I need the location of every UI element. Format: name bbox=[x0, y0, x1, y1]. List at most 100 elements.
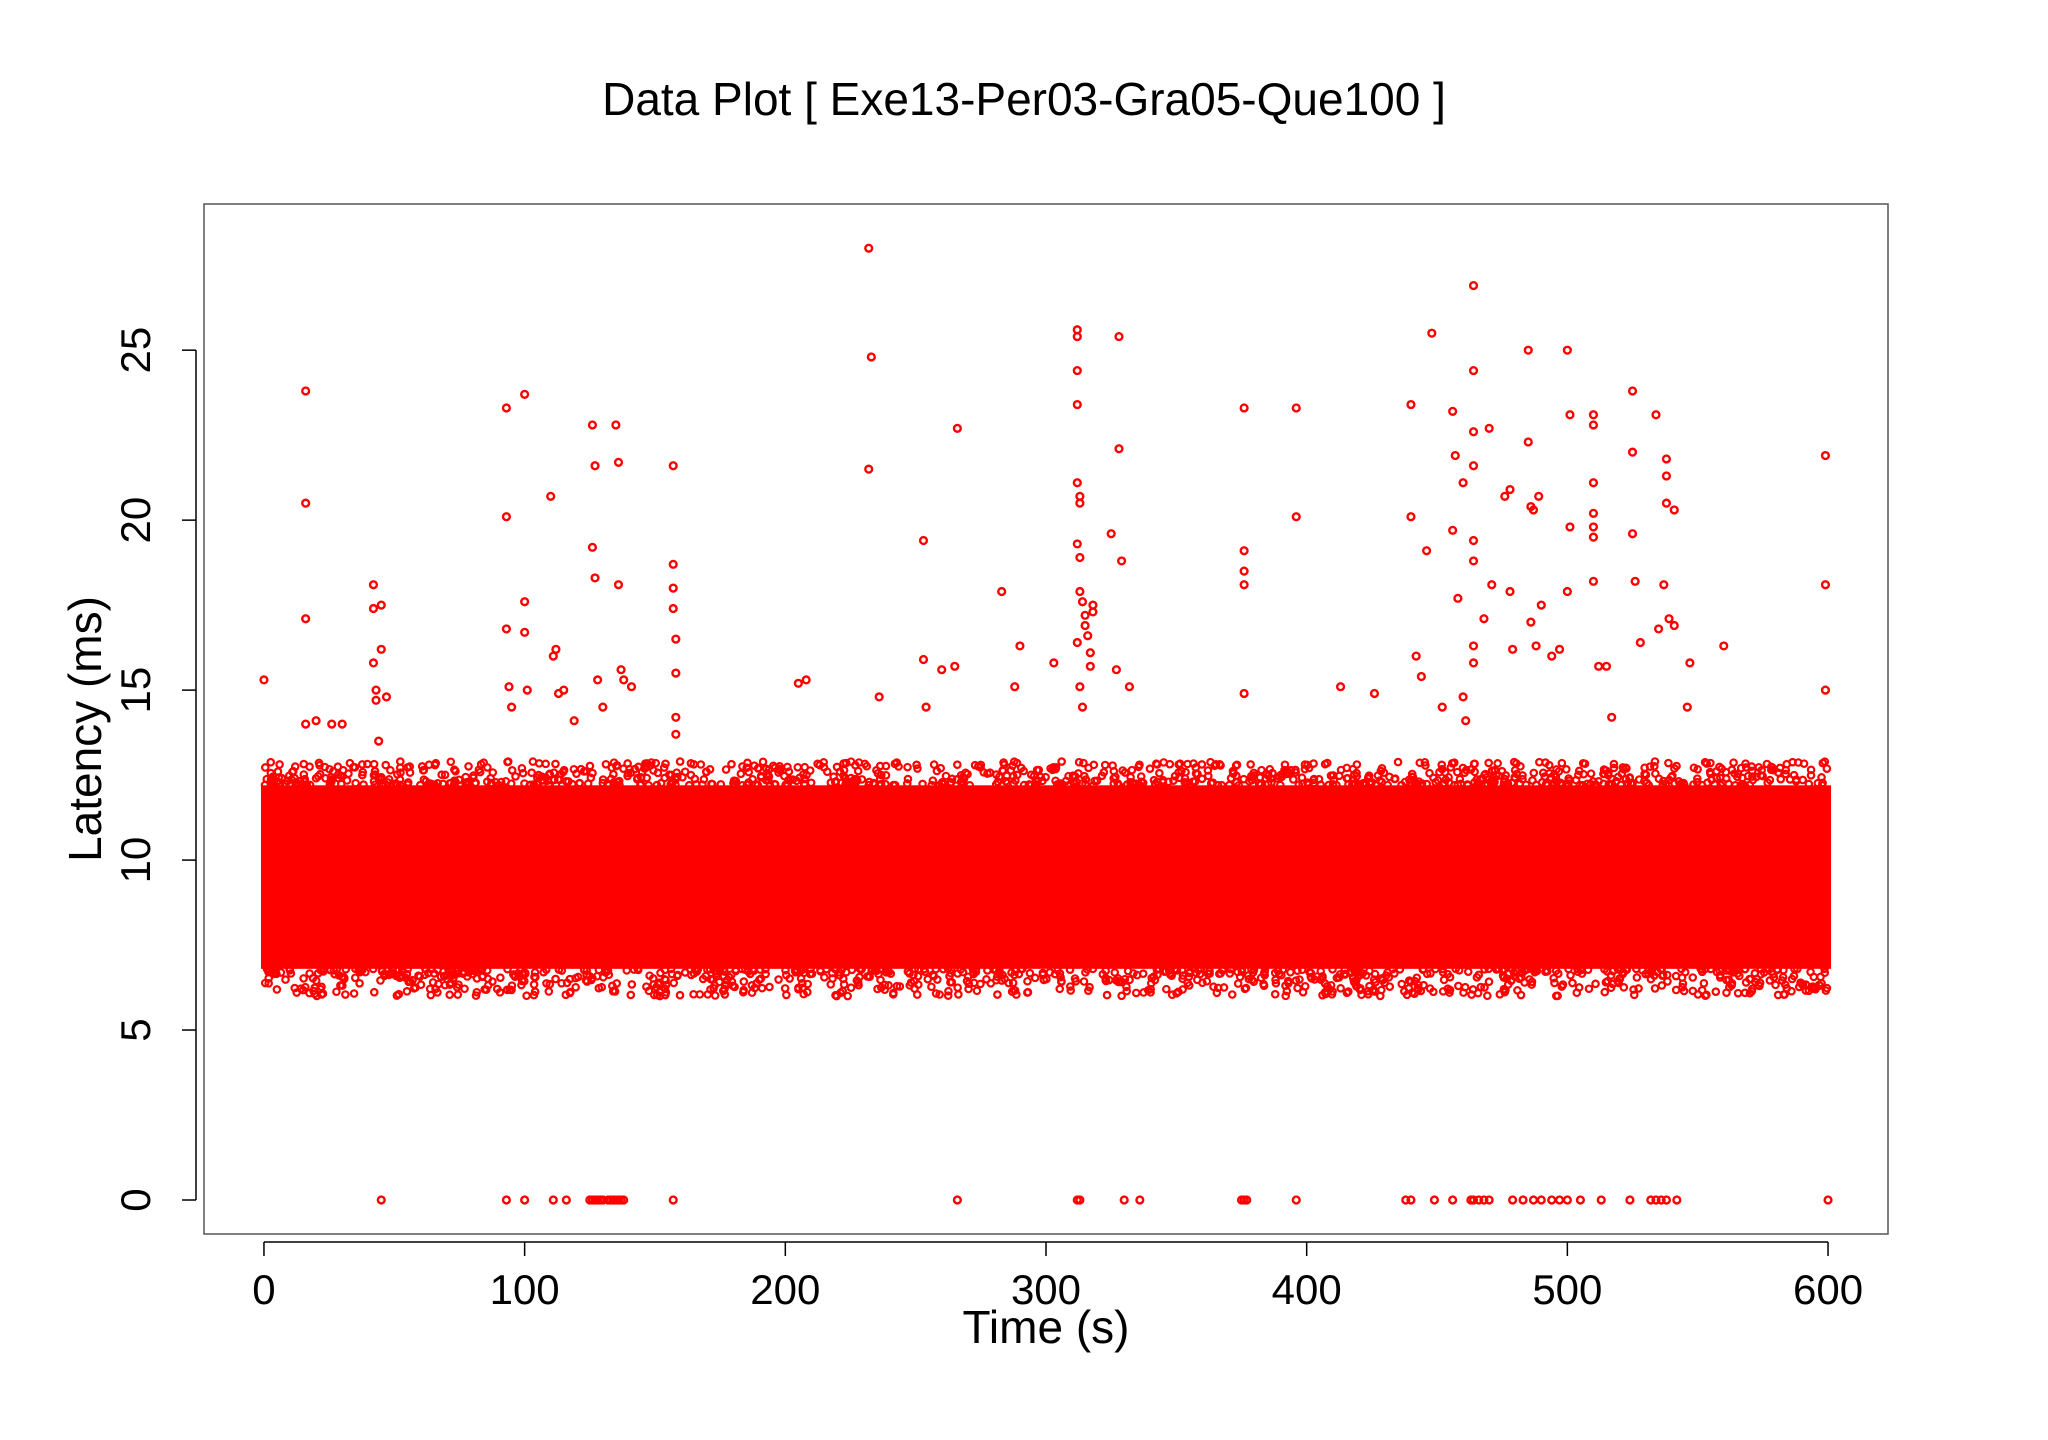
data-point bbox=[1472, 775, 1482, 784]
y-tick-label: 10 bbox=[112, 837, 159, 884]
data-point bbox=[1601, 661, 1612, 671]
data-point bbox=[1523, 437, 1533, 447]
data-point bbox=[1036, 772, 1045, 782]
data-point bbox=[1437, 764, 1447, 774]
data-point bbox=[895, 982, 905, 991]
data-point bbox=[1406, 512, 1416, 522]
data-point bbox=[319, 964, 329, 974]
data-point bbox=[488, 768, 498, 777]
data-point bbox=[1727, 981, 1736, 990]
data-point bbox=[276, 968, 286, 977]
data-point bbox=[1646, 1195, 1656, 1205]
data-point bbox=[928, 970, 938, 980]
data-point bbox=[1596, 1195, 1606, 1205]
data-point bbox=[1081, 968, 1090, 977]
data-point bbox=[813, 759, 822, 769]
data-point bbox=[1009, 757, 1019, 766]
data-point bbox=[266, 757, 276, 767]
data-point bbox=[351, 778, 360, 788]
data-point bbox=[1468, 461, 1479, 471]
data-point bbox=[594, 965, 604, 975]
data-point bbox=[1689, 763, 1699, 773]
data-point bbox=[1586, 769, 1596, 778]
data-point bbox=[1529, 768, 1539, 778]
data-point bbox=[1771, 980, 1780, 990]
data-point bbox=[1239, 403, 1249, 413]
data-point bbox=[689, 969, 699, 978]
data-point bbox=[571, 982, 580, 992]
data-point bbox=[1065, 982, 1075, 991]
data-point bbox=[527, 768, 536, 778]
data-point bbox=[1341, 969, 1350, 979]
data-point bbox=[1080, 771, 1089, 781]
data-point bbox=[1820, 757, 1830, 766]
data-point bbox=[543, 776, 552, 786]
data-point bbox=[525, 780, 535, 790]
data-point bbox=[1562, 586, 1572, 597]
data-point bbox=[1254, 778, 1264, 788]
data-point bbox=[1682, 702, 1692, 712]
data-point bbox=[1072, 478, 1082, 488]
data-point bbox=[1600, 987, 1610, 997]
data-point bbox=[1505, 484, 1515, 495]
data-point bbox=[1342, 763, 1352, 773]
data-point bbox=[1448, 406, 1458, 416]
data-point bbox=[1651, 410, 1661, 420]
data-point bbox=[1209, 982, 1218, 992]
data-point bbox=[1632, 973, 1642, 982]
data-point bbox=[1588, 478, 1599, 488]
data-point bbox=[401, 973, 411, 983]
data-point bbox=[744, 767, 754, 777]
data-point bbox=[1283, 976, 1293, 986]
data-point bbox=[501, 403, 511, 413]
data-point bbox=[267, 776, 277, 786]
data-point bbox=[630, 764, 640, 774]
data-point bbox=[1765, 976, 1775, 985]
data-point bbox=[1416, 671, 1426, 682]
data-point bbox=[1342, 988, 1352, 998]
data-point bbox=[1745, 780, 1755, 790]
data-point bbox=[689, 989, 698, 999]
data-point bbox=[1627, 386, 1638, 396]
data-point bbox=[1484, 1195, 1494, 1205]
data-point bbox=[921, 702, 931, 712]
data-point bbox=[736, 769, 746, 779]
data-point bbox=[1271, 978, 1281, 988]
data-point bbox=[1206, 757, 1215, 767]
data-point bbox=[1757, 765, 1766, 775]
data-point bbox=[402, 987, 412, 996]
data-point bbox=[1479, 1195, 1489, 1205]
data-point bbox=[1051, 776, 1060, 786]
data-point bbox=[927, 780, 937, 790]
data-point bbox=[312, 991, 322, 1001]
data-point bbox=[501, 1195, 511, 1205]
data-point bbox=[668, 583, 678, 593]
data-point bbox=[1550, 978, 1559, 988]
data-point bbox=[964, 984, 973, 994]
data-point bbox=[494, 780, 503, 790]
x-tick-label: 600 bbox=[1793, 1266, 1863, 1313]
data-point bbox=[520, 597, 530, 607]
data-point bbox=[1715, 773, 1725, 783]
data-point bbox=[1445, 972, 1455, 982]
data-point bbox=[927, 982, 936, 992]
data-point bbox=[1571, 775, 1581, 785]
data-point bbox=[1463, 780, 1473, 790]
data-point bbox=[1468, 641, 1479, 651]
data-point bbox=[545, 769, 554, 779]
data-point bbox=[1551, 966, 1561, 976]
data-point bbox=[1578, 780, 1588, 790]
data-point bbox=[671, 729, 681, 739]
data-point bbox=[426, 964, 436, 974]
data-point bbox=[1675, 780, 1685, 790]
data-point bbox=[1532, 966, 1542, 976]
data-point bbox=[992, 972, 1002, 982]
data-point bbox=[1609, 759, 1619, 769]
x-axis-label: Time (s) bbox=[962, 1301, 1130, 1353]
data-point bbox=[1542, 966, 1551, 975]
data-point bbox=[737, 780, 747, 790]
data-point bbox=[1116, 556, 1127, 566]
data-point bbox=[912, 760, 921, 770]
data-point bbox=[1492, 965, 1501, 974]
data-point bbox=[822, 964, 831, 974]
